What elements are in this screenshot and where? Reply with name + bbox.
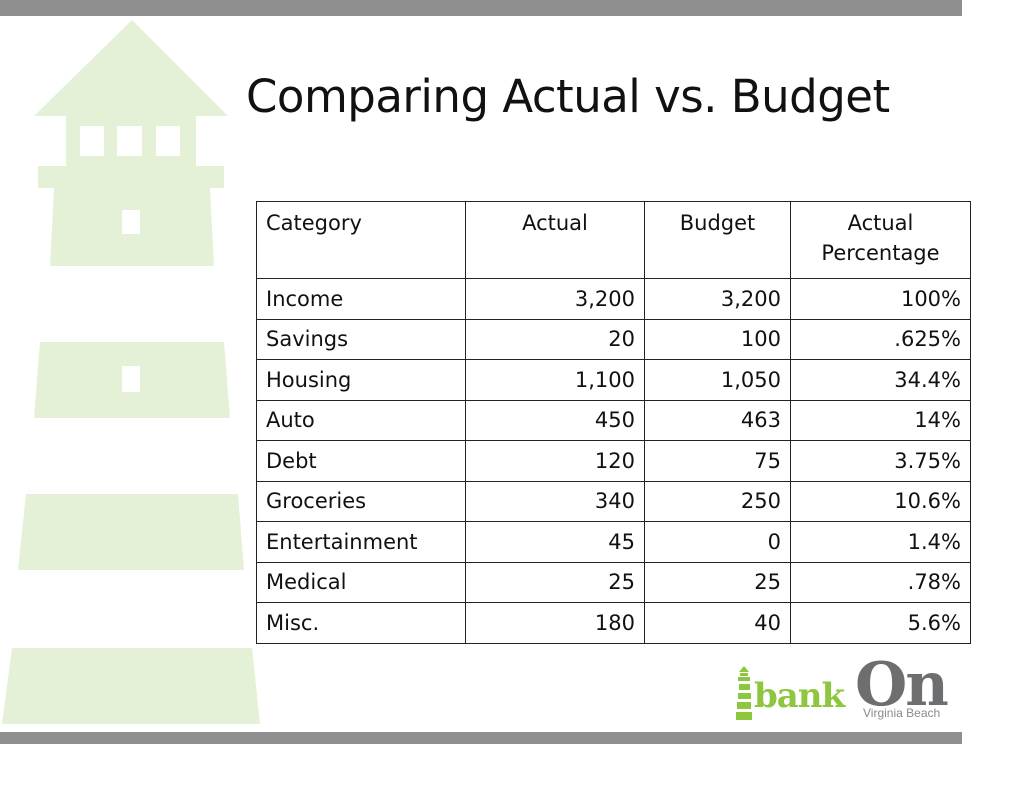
- cell-percentage: 1.4%: [790, 521, 971, 563]
- cell-category: Income: [256, 278, 466, 320]
- cell-budget: 25: [644, 561, 791, 603]
- lighthouse-icon: [736, 666, 752, 720]
- cell-actual: 450: [465, 399, 645, 441]
- table-row: Auto 450 463 14%: [256, 399, 971, 441]
- cell-percentage: 10.6%: [790, 480, 971, 522]
- header-actual-percentage: Actual Percentage: [790, 201, 971, 279]
- budget-comparison-table: Category Actual Budget Actual Percentage …: [256, 201, 971, 644]
- cell-percentage: 3.75%: [790, 440, 971, 482]
- header-category: Category: [256, 201, 466, 279]
- table-row: Entertainment 45 0 1.4%: [256, 521, 971, 563]
- cell-category: Groceries: [256, 480, 466, 522]
- table-row: Misc. 180 40 5.6%: [256, 602, 971, 644]
- cell-category: Misc.: [256, 602, 466, 644]
- table-row: Savings 20 100 .625%: [256, 318, 971, 360]
- bankon-logo: bank On Virginia Beach: [734, 650, 956, 724]
- top-accent-bar: [0, 0, 962, 16]
- cell-actual: 45: [465, 521, 645, 563]
- cell-category: Entertainment: [256, 521, 466, 563]
- cell-actual: 3,200: [465, 278, 645, 320]
- cell-percentage: .78%: [790, 561, 971, 603]
- logo-wordmark-on: On: [855, 650, 949, 720]
- cell-actual: 20: [465, 318, 645, 360]
- slide-title: Comparing Actual vs. Budget: [246, 70, 890, 123]
- cell-budget: 75: [644, 440, 791, 482]
- cell-actual: 1,100: [465, 359, 645, 401]
- cell-budget: 3,200: [644, 278, 791, 320]
- cell-category: Debt: [256, 440, 466, 482]
- lighthouse-illustration-icon: [2, 20, 260, 724]
- table-row: Debt 120 75 3.75%: [256, 440, 971, 482]
- cell-budget: 463: [644, 399, 791, 441]
- cell-budget: 250: [644, 480, 791, 522]
- header-actual: Actual: [465, 201, 645, 279]
- cell-category: Housing: [256, 359, 466, 401]
- cell-percentage: 5.6%: [790, 602, 971, 644]
- cell-budget: 100: [644, 318, 791, 360]
- cell-percentage: 14%: [790, 399, 971, 441]
- logo-wordmark-bank: bank: [754, 676, 845, 716]
- cell-category: Auto: [256, 399, 466, 441]
- table-row: Medical 25 25 .78%: [256, 561, 971, 603]
- cell-budget: 1,050: [644, 359, 791, 401]
- header-budget: Budget: [644, 201, 791, 279]
- cell-actual: 120: [465, 440, 645, 482]
- table-row: Income 3,200 3,200 100%: [256, 278, 971, 320]
- cell-actual: 25: [465, 561, 645, 603]
- cell-actual: 180: [465, 602, 645, 644]
- bottom-accent-bar: [0, 732, 962, 744]
- header-percentage-line1: Actual: [847, 211, 914, 235]
- header-percentage-line2: Percentage: [821, 241, 940, 265]
- cell-percentage: 34.4%: [790, 359, 971, 401]
- cell-budget: 40: [644, 602, 791, 644]
- cell-percentage: .625%: [790, 318, 971, 360]
- cell-category: Medical: [256, 561, 466, 603]
- table-header-row: Category Actual Budget Actual Percentage: [256, 201, 971, 279]
- cell-category: Savings: [256, 318, 466, 360]
- cell-actual: 340: [465, 480, 645, 522]
- cell-budget: 0: [644, 521, 791, 563]
- cell-percentage: 100%: [790, 278, 971, 320]
- table-row: Groceries 340 250 10.6%: [256, 480, 971, 522]
- table-row: Housing 1,100 1,050 34.4%: [256, 359, 971, 401]
- logo-subtitle: Virginia Beach: [863, 706, 941, 720]
